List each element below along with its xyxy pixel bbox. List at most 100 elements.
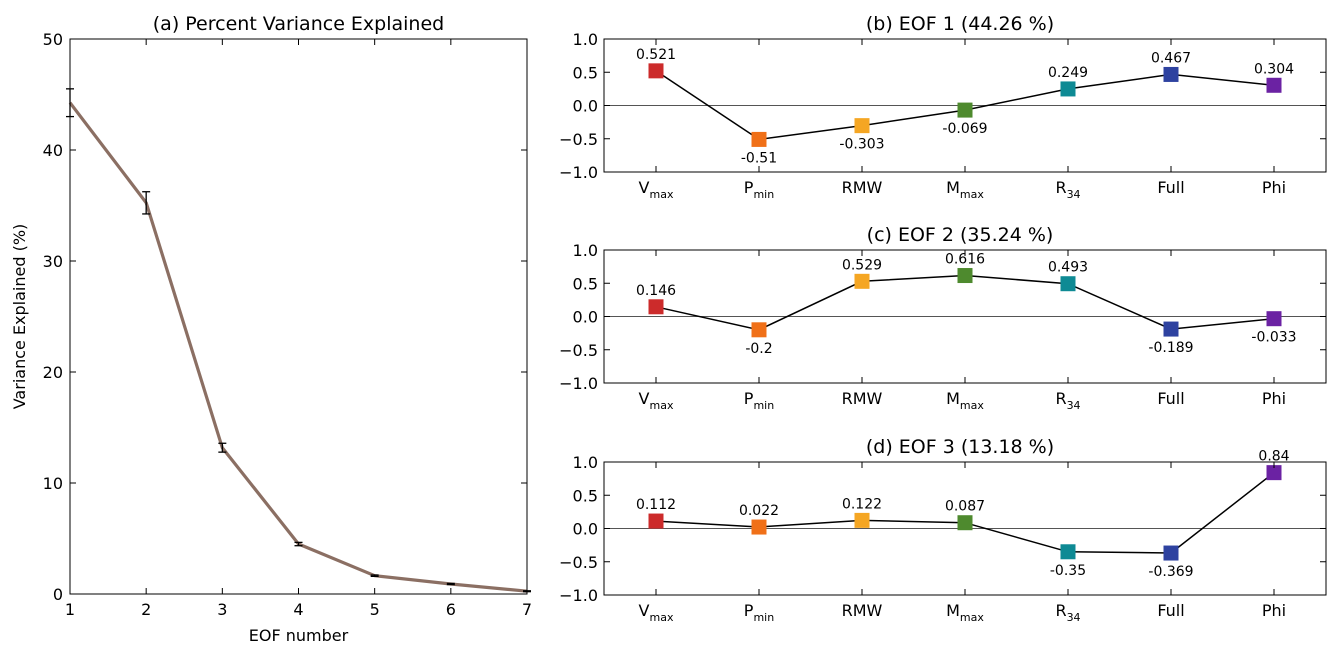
error-bar — [294, 541, 303, 547]
category-label-main: M — [946, 601, 960, 620]
loading-marker — [1163, 545, 1179, 561]
category-label: Phi — [1262, 601, 1286, 620]
x-tick-label: 3 — [217, 600, 227, 619]
x-axis-label: EOF number — [249, 626, 349, 645]
category-label: RMW — [842, 389, 883, 408]
loading-marker — [648, 299, 664, 315]
y-tick-label: 0.0 — [573, 308, 598, 327]
category-label: Mmax — [946, 601, 984, 624]
x-tick-label: 2 — [141, 600, 151, 619]
loading-marker — [751, 519, 767, 535]
panel-b: (b) EOF 1 (44.26 %) 0.521 -0.51 -0.303 -0.06… — [559, 13, 1327, 201]
data-label: 0.616 — [945, 252, 985, 268]
data-label: 0.122 — [842, 496, 882, 512]
data-label: -0.189 — [1148, 340, 1193, 356]
loading-line — [655, 274, 1275, 331]
data-label: 0.022 — [739, 503, 779, 519]
category-label-main: P — [744, 601, 754, 620]
category-label-sub: min — [753, 188, 774, 201]
y-tick-label: 1.0 — [573, 30, 598, 49]
y-tick-label: 0.5 — [573, 63, 598, 82]
data-label: 0.521 — [636, 47, 676, 63]
x-tick-label: 4 — [293, 600, 303, 619]
panel-d-title: (d) EOF 3 (13.18 %) — [866, 436, 1054, 458]
loading-marker — [1266, 311, 1282, 327]
category-label-main: R — [1055, 601, 1066, 620]
category-label-main: R — [1055, 178, 1066, 197]
y-tick-label: 1.0 — [573, 453, 598, 472]
y-tick-label: 50 — [43, 30, 63, 49]
category-label: R34 — [1055, 178, 1080, 201]
category-label-sub: min — [753, 611, 774, 624]
data-label: -0.2 — [745, 341, 772, 357]
y-tick-label: 0 — [53, 585, 63, 604]
category-label-main: P — [744, 178, 754, 197]
data-label: -0.369 — [1148, 564, 1193, 580]
category-label: Phi — [1262, 178, 1286, 197]
error-bar — [446, 582, 455, 586]
y-tick-label: 0.5 — [573, 274, 598, 293]
category-label: Pmin — [744, 601, 774, 624]
x-tick-label: 1 — [65, 600, 75, 619]
category-label: Phi — [1262, 389, 1286, 408]
panel-a-title: (a) Percent Variance Explained — [153, 13, 444, 35]
y-tick-label: 0.0 — [573, 520, 598, 539]
category-label-main: RMW — [842, 389, 883, 408]
category-label-main: RMW — [842, 601, 883, 620]
error-bar — [370, 574, 379, 578]
category-label-main: Full — [1157, 389, 1184, 408]
category-label-main: V — [639, 601, 650, 620]
category-label-main: V — [639, 389, 650, 408]
y-tick-label: −1.0 — [559, 163, 598, 182]
variance-line — [68, 101, 528, 593]
data-label: -0.35 — [1050, 563, 1086, 579]
y-tick-label: −0.5 — [559, 553, 598, 572]
category-label: Mmax — [946, 178, 984, 201]
y-tick-label: 1.0 — [573, 241, 598, 260]
category-label-sub: max — [649, 188, 673, 201]
x-tick-label: 6 — [446, 600, 456, 619]
category-label-sub: 34 — [1067, 188, 1081, 201]
data-label: 0.467 — [1151, 50, 1191, 66]
category-label-sub: max — [649, 399, 673, 412]
loading-marker — [957, 268, 973, 284]
loading-marker — [648, 513, 664, 529]
y-tick-label: 0.5 — [573, 486, 598, 505]
category-label: RMW — [842, 178, 883, 197]
panel-c: (c) EOF 2 (35.24 %) 0.146 -0.2 0.529 0.616 0.… — [559, 224, 1327, 412]
category-label: Pmin — [744, 389, 774, 412]
category-label-sub: min — [753, 399, 774, 412]
y-tick-label: 0.0 — [573, 97, 598, 116]
panel-d: (d) EOF 3 (13.18 %) 0.112 0.022 0.122 0.087 -… — [559, 436, 1327, 624]
data-label: 0.112 — [636, 497, 676, 513]
loading-marker — [1060, 544, 1076, 560]
loading-marker — [957, 102, 973, 118]
y-tick-label: 40 — [43, 141, 63, 160]
category-label-main: Full — [1157, 601, 1184, 620]
x-tick-label: 5 — [370, 600, 380, 619]
category-label-sub: max — [960, 188, 984, 201]
data-label: 0.304 — [1254, 61, 1294, 77]
category-label: R34 — [1055, 601, 1080, 624]
category-label: Vmax — [639, 601, 674, 624]
loading-marker — [1163, 66, 1179, 82]
category-label: Mmax — [946, 389, 984, 412]
category-label-sub: max — [649, 611, 673, 624]
data-label: 0.146 — [636, 283, 676, 299]
y-tick-label: −0.5 — [559, 341, 598, 360]
loading-marker — [751, 322, 767, 338]
error-bar — [218, 442, 227, 453]
data-label: 0.249 — [1048, 65, 1088, 81]
error-bar — [142, 191, 151, 215]
category-label-sub: max — [960, 399, 984, 412]
panel-b-title: (b) EOF 1 (44.26 %) — [866, 13, 1054, 35]
x-tick-label: 7 — [522, 600, 532, 619]
y-tick-label: 30 — [43, 252, 63, 271]
data-label: 0.087 — [945, 499, 985, 515]
y-axis-label: Variance Explained (%) — [10, 224, 29, 410]
panel-c-title: (c) EOF 2 (35.24 %) — [867, 224, 1054, 246]
loading-marker — [854, 118, 870, 134]
loading-marker — [1266, 77, 1282, 93]
y-tick-label: −1.0 — [559, 586, 598, 605]
